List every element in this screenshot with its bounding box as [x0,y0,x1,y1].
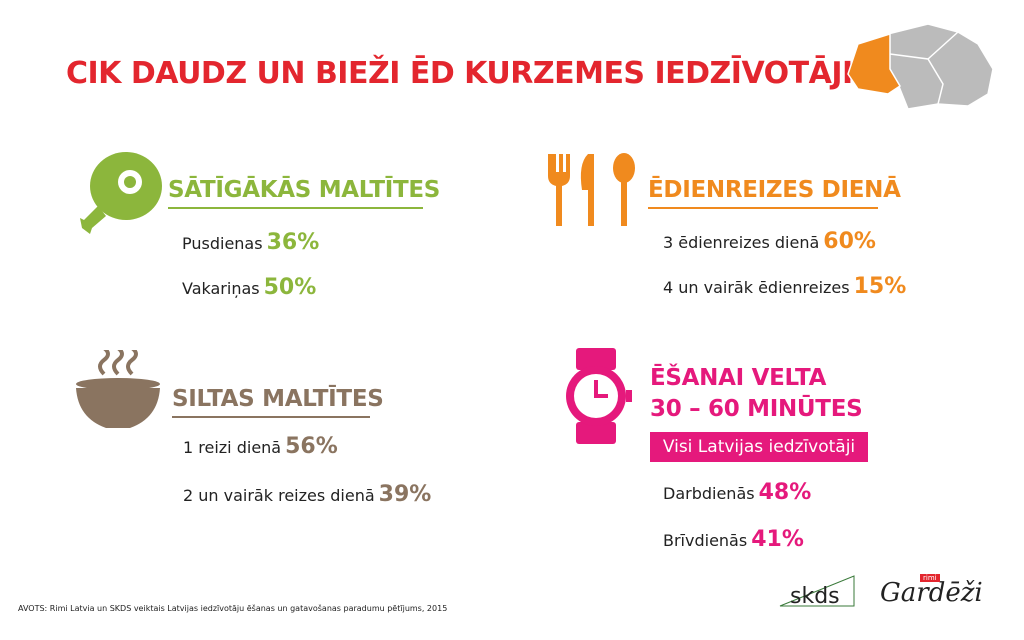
section-title: ĒŠANAI VELTA [650,365,827,391]
item: Pusdienas 36% [182,230,319,255]
bowl-icon [76,350,160,428]
watch-icon [566,348,632,444]
ham-icon [80,152,162,234]
item: 2 un vairāk reizes dienā 39% [183,482,431,507]
map-icon [847,23,994,110]
item-value: 60% [823,229,876,254]
skds-logo-mark [779,575,855,607]
item: Vakariņas 50% [182,275,316,300]
item-label: 4 un vairāk ēdienreizes [663,278,850,297]
item-label: Darbdienās [663,484,755,503]
logo: Gardēži [880,578,983,608]
item: 3 ēdienreizes dienā 60% [663,229,876,254]
section-title: ĒDIENREIZES DIENĀ [648,177,901,209]
item-value: 15% [853,274,907,299]
section-title: 30 – 60 MINŪTES [650,396,863,422]
item-label: Pusdienas [182,234,263,253]
logo: skds [790,584,840,609]
item-label: 3 ēdienreizes dienā [663,233,820,252]
item-value: 48% [758,480,812,505]
logo-tag: rimi [920,574,940,582]
item-label: 1 reizi dienā [183,438,282,457]
item-value: 56% [285,434,338,459]
item: 1 reizi dienā 56% [183,434,338,459]
item: Brīvdienās 41% [663,527,804,552]
item: 4 un vairāk ēdienreizes 15% [663,274,906,299]
item-value: 50% [263,275,317,300]
item-value: 39% [378,482,432,507]
item-value: 36% [266,230,320,255]
section-title: SĀTĪGĀKĀS MALTĪTES [168,177,440,209]
item-label: Vakariņas [182,279,260,298]
item-label: Brīvdienās [663,531,748,550]
title: CIK DAUDZ UN BIEŽI ĒD KURZEMES IEDZĪVOTĀ… [66,56,870,91]
section-title: SILTAS MALTĪTES [172,386,384,418]
cutlery-icon [548,153,635,226]
badge: Visi Latvijas iedzīvotāji [650,432,868,462]
item-label: 2 un vairāk reizes dienā [183,486,375,505]
item-value: 41% [751,527,804,552]
source: AVOTS: Rimi Latvia un SKDS veiktais Latv… [18,604,448,613]
item: Darbdienās 48% [663,480,811,505]
